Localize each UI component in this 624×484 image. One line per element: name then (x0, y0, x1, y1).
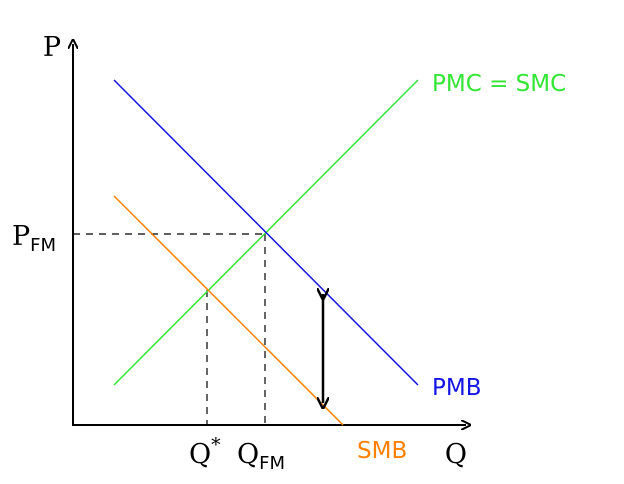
p-fm-label: PFM (12, 221, 56, 256)
q-star-sup: * (211, 434, 221, 456)
smb-label: SMB (357, 438, 407, 464)
y-axis-label: P (43, 32, 61, 63)
q-fm-main: Q (237, 439, 259, 470)
pmc-smc-label: PMC = SMC (432, 71, 566, 97)
smb-line (113, 195, 344, 426)
q-fm-label: QFM (237, 439, 285, 474)
pmb-line (113, 79, 419, 386)
q-star-label: Q* (189, 434, 221, 470)
x-axis-label: Q (445, 439, 467, 470)
pmb-label: PMB (432, 375, 482, 401)
p-fm-main: P (12, 221, 30, 252)
p-fm-sub: FM (30, 235, 56, 256)
q-fm-sub: FM (259, 453, 285, 474)
q-star-main: Q (189, 439, 211, 470)
